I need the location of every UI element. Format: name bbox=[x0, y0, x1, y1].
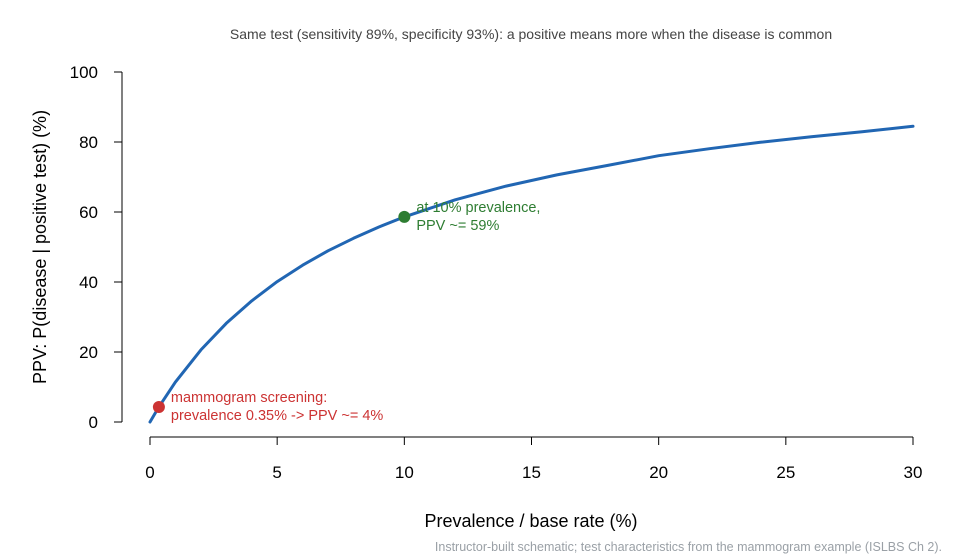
x-tick-label: 5 bbox=[272, 463, 281, 482]
series-layer bbox=[148, 124, 915, 424]
x-tick-label: 10 bbox=[395, 463, 414, 482]
highlight-label: mammogram screening: bbox=[171, 390, 327, 406]
highlight-label: prevalence 0.35% -> PPV ~= 4% bbox=[171, 408, 384, 424]
x-axis: 0 5 10 15 20 25 30 bbox=[145, 436, 923, 482]
x-tick-label: 0 bbox=[145, 463, 154, 482]
x-tick-label: 15 bbox=[522, 463, 541, 482]
highlight-point bbox=[398, 210, 411, 223]
y-axis-label: PPV: P(disease | positive test) (%) bbox=[30, 110, 50, 384]
highlight-point bbox=[152, 400, 165, 413]
ppv-curve bbox=[148, 124, 915, 424]
chart-title: Same test (sensitivity 89%, specificity … bbox=[230, 26, 832, 42]
chart-caption: Instructor-built schematic; test charact… bbox=[435, 540, 942, 554]
highlight-layer: mammogram screening: prevalence 0.35% -> … bbox=[152, 200, 540, 424]
y-tick-label: 40 bbox=[79, 273, 98, 292]
x-axis-label: Prevalence / base rate (%) bbox=[424, 511, 637, 531]
y-tick-label: 100 bbox=[70, 63, 98, 82]
x-tick-label: 30 bbox=[904, 463, 923, 482]
highlight-label: at 10% prevalence, bbox=[416, 200, 540, 216]
y-tick-label: 80 bbox=[79, 133, 98, 152]
y-tick-label: 20 bbox=[79, 343, 98, 362]
y-tick-label: 0 bbox=[89, 413, 98, 432]
highlight-label: PPV ~= 59% bbox=[416, 218, 499, 234]
x-tick-label: 25 bbox=[776, 463, 795, 482]
y-tick-label: 60 bbox=[79, 203, 98, 222]
y-axis: 0 20 40 60 80 100 bbox=[70, 63, 123, 432]
x-tick-label: 20 bbox=[649, 463, 668, 482]
